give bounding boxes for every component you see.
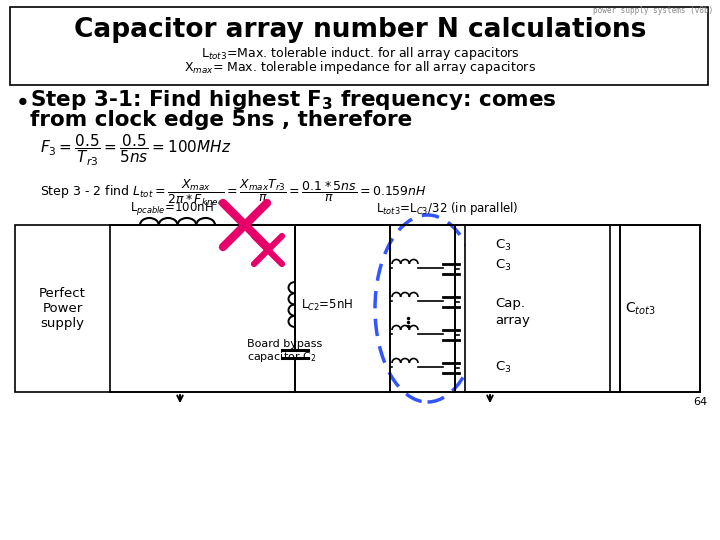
FancyBboxPatch shape (10, 7, 708, 85)
Text: Cap.: Cap. (495, 297, 525, 310)
Text: C$_3$: C$_3$ (495, 238, 511, 253)
Bar (15, 225, 110, 392)
Text: 64: 64 (693, 397, 707, 407)
Bar (465, 225, 610, 392)
Text: L$_{C2}$=5nH: L$_{C2}$=5nH (301, 298, 354, 313)
Text: X$_{max}$= Max. tolerable impedance for all array capacitors: X$_{max}$= Max. tolerable impedance for … (184, 59, 536, 77)
Text: $F_3 = \dfrac{0.5}{T_{r3}} = \dfrac{0.5}{5ns} = 100MHz$: $F_3 = \dfrac{0.5}{T_{r3}} = \dfrac{0.5}… (40, 132, 232, 168)
Text: Step 3-1: Find highest $\mathbf{F_3}$ frequency: comes: Step 3-1: Find highest $\mathbf{F_3}$ fr… (30, 88, 557, 112)
Text: $\bullet$: $\bullet$ (14, 88, 27, 112)
Text: capacitor C$_2$: capacitor C$_2$ (247, 350, 316, 364)
Text: L$_{tot3}$=Max. tolerable induct. for all array capacitors: L$_{tot3}$=Max. tolerable induct. for al… (201, 44, 519, 62)
Text: array: array (495, 314, 530, 327)
Text: C$_{tot3}$: C$_{tot3}$ (625, 300, 656, 316)
Text: C$_3$: C$_3$ (495, 258, 511, 273)
Text: Board bypass: Board bypass (247, 339, 323, 349)
Text: power supply systems (v8b): power supply systems (v8b) (593, 6, 713, 15)
Text: L$_{pcable}$=100nH: L$_{pcable}$=100nH (130, 200, 214, 217)
Text: C$_3$: C$_3$ (495, 360, 511, 375)
Text: from clock edge 5ns , therefore: from clock edge 5ns , therefore (30, 110, 413, 130)
Text: L$_{tot3}$=L$_{C3}$/32 (in parallel): L$_{tot3}$=L$_{C3}$/32 (in parallel) (377, 200, 519, 217)
Text: Capacitor array number N calculations: Capacitor array number N calculations (74, 17, 646, 43)
Text: Perfect
Power
supply: Perfect Power supply (39, 287, 86, 330)
Text: Step 3 - 2 find $L_{tot} = \dfrac{X_{max}}{2\pi * F_{knee}} = \dfrac{X_{max}T_{r: Step 3 - 2 find $L_{tot} = \dfrac{X_{max… (40, 178, 426, 208)
